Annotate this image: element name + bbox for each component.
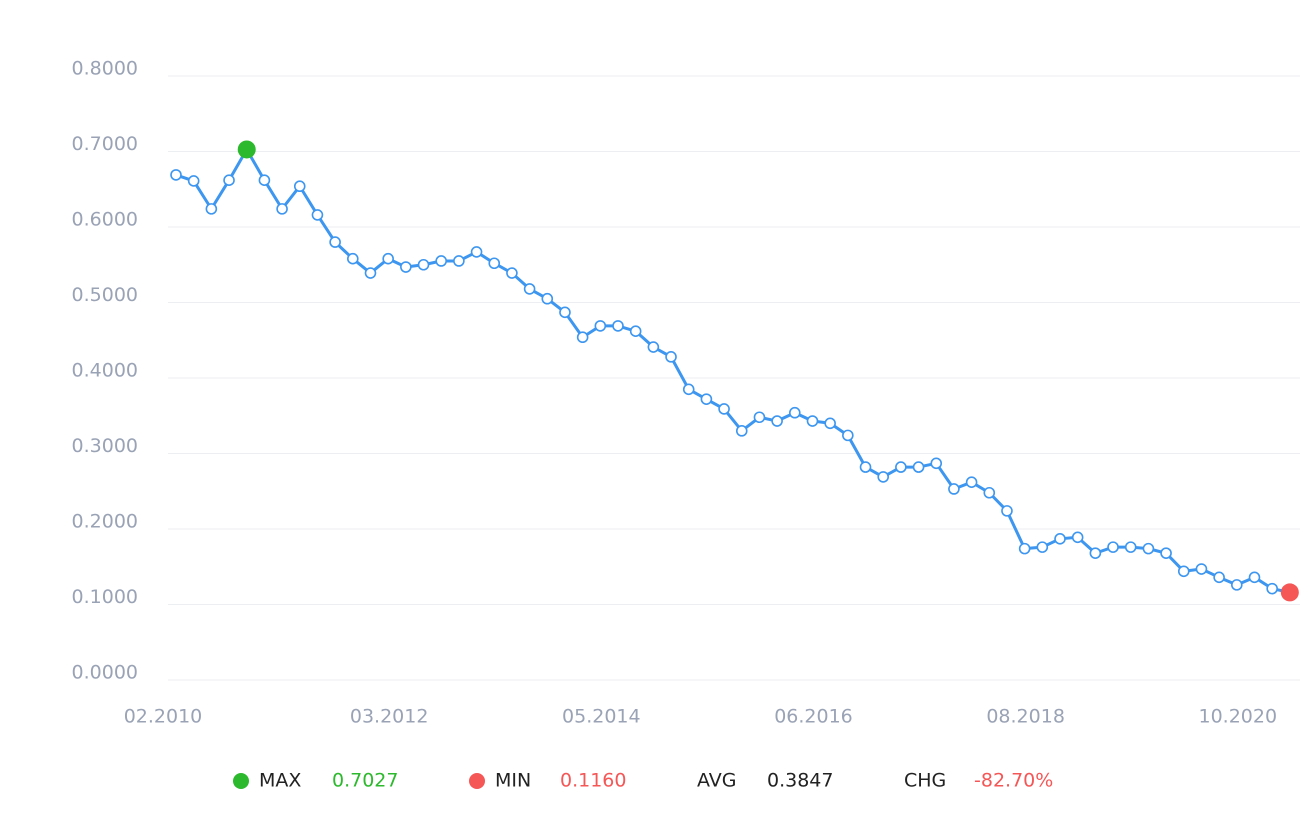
x-tick-label: 06.2016	[774, 706, 853, 728]
point	[912, 461, 925, 473]
point	[1177, 565, 1190, 578]
point	[983, 486, 996, 499]
point	[665, 351, 677, 363]
legend-dot	[469, 773, 485, 789]
point	[700, 393, 713, 405]
y-tick-label: 0.4000	[72, 360, 138, 382]
point	[382, 252, 394, 265]
point	[753, 411, 766, 424]
y-tick-label: 0.8000	[72, 58, 138, 80]
stat-value: -82.70%	[974, 770, 1053, 792]
point	[877, 471, 890, 483]
point	[364, 267, 377, 279]
point	[470, 246, 483, 258]
point	[718, 403, 730, 415]
point	[346, 252, 359, 265]
point	[1089, 547, 1102, 559]
point	[594, 320, 607, 332]
legend-dot	[233, 773, 249, 789]
point	[1231, 579, 1243, 591]
stat-label: CHG	[904, 770, 946, 792]
point	[1142, 542, 1155, 555]
x-tick-label: 03.2012	[350, 706, 429, 728]
point	[1266, 582, 1278, 595]
point	[329, 236, 341, 248]
y-tick-label: 0.3000	[72, 435, 138, 457]
point	[1124, 541, 1137, 553]
point	[1107, 541, 1119, 553]
x-tick-label: 02.2010	[124, 706, 203, 728]
min-point	[1280, 583, 1299, 602]
point	[1036, 541, 1049, 553]
point	[806, 415, 819, 427]
point	[293, 180, 306, 193]
point	[1160, 547, 1172, 559]
point	[488, 257, 501, 270]
point	[930, 457, 943, 470]
point	[771, 415, 783, 427]
point	[948, 483, 960, 495]
point	[612, 320, 624, 332]
point	[824, 417, 836, 430]
max-point	[237, 140, 256, 159]
y-tick-label: 0.6000	[72, 209, 138, 231]
point	[1195, 563, 1208, 575]
point	[859, 461, 872, 473]
point	[647, 341, 660, 353]
point	[788, 406, 801, 419]
y-tick-label: 0.5000	[72, 284, 138, 306]
stat-label: MIN	[495, 770, 531, 792]
point	[965, 476, 978, 488]
point	[541, 292, 554, 305]
y-tick-label: 0.7000	[72, 133, 138, 155]
point	[523, 283, 536, 295]
point	[1248, 571, 1261, 584]
point	[311, 209, 324, 221]
point	[223, 174, 235, 186]
point	[1001, 505, 1013, 517]
point	[258, 174, 271, 186]
y-tick-label: 0.0000	[72, 662, 138, 684]
stat-label: AVG	[697, 770, 737, 792]
point	[276, 203, 288, 215]
x-tick-label: 08.2018	[986, 706, 1065, 728]
point	[400, 261, 412, 273]
x-tick-label: 05.2014	[562, 706, 641, 728]
stat-label: MAX	[259, 770, 301, 792]
point	[1054, 533, 1066, 545]
stat-value: 0.7027	[332, 770, 398, 792]
x-tick-label: 10.2020	[1199, 706, 1278, 728]
stat-value: 0.1160	[560, 770, 626, 792]
point	[895, 461, 907, 473]
point	[629, 325, 642, 337]
point	[559, 306, 571, 319]
line	[175, 147, 1291, 594]
point	[1071, 531, 1084, 544]
point	[576, 331, 589, 344]
point	[205, 203, 218, 215]
y-tick-label: 0.1000	[72, 586, 138, 608]
point	[170, 169, 182, 181]
y-tick-label: 0.2000	[72, 511, 138, 533]
point	[187, 175, 200, 187]
point	[417, 258, 430, 271]
point	[453, 255, 465, 267]
point	[1018, 542, 1031, 555]
point	[1213, 571, 1225, 584]
point	[842, 429, 854, 442]
point	[435, 255, 448, 267]
stat-value: 0.3847	[767, 770, 833, 792]
point	[735, 425, 748, 437]
point	[506, 267, 518, 279]
point	[682, 383, 695, 396]
